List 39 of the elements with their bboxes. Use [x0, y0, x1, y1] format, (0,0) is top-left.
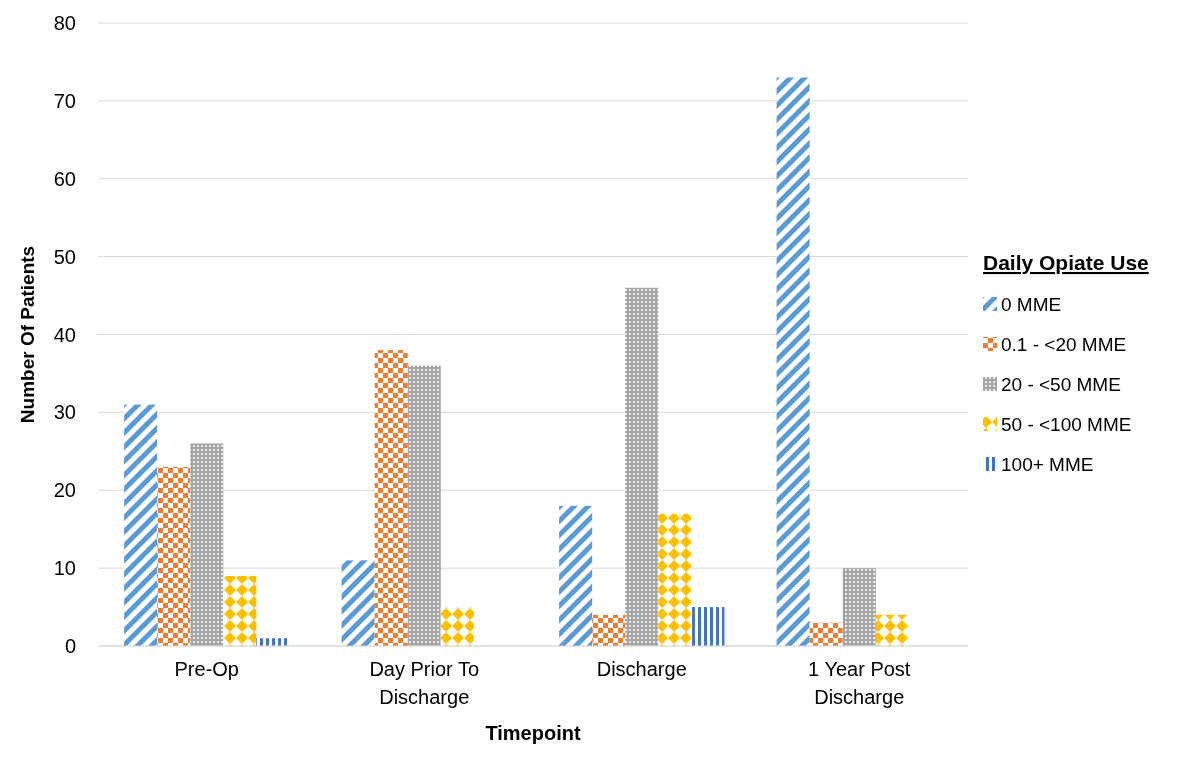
legend-title: Daily Opiate Use — [983, 251, 1149, 274]
x-tick-label: Day Prior To Discharge — [369, 658, 480, 708]
legend-label: 100+ MME — [1001, 453, 1094, 475]
y-tick-label: 0 — [64, 635, 76, 657]
legend-label: 50 - <100 MME — [1001, 413, 1132, 435]
y-tick-label: 30 — [53, 401, 76, 424]
bar — [374, 350, 408, 646]
x-tick-label: Pre-Op — [174, 658, 239, 680]
bar — [875, 614, 909, 646]
x-tick-label: 1 Year Post Discharge — [808, 658, 911, 708]
y-tick-label: 70 — [53, 89, 76, 112]
y-tick-label: 50 — [53, 245, 76, 268]
bar — [256, 638, 290, 646]
bar — [625, 287, 659, 646]
legend-label: 20 - <50 MME — [1001, 373, 1121, 395]
x-tick-label: Discharge — [596, 658, 687, 680]
y-tick-label: 10 — [53, 557, 76, 580]
bar — [776, 77, 810, 646]
y-tick-label: 60 — [53, 167, 76, 190]
x-axis-title: Timepoint — [485, 722, 581, 744]
bar — [440, 607, 474, 646]
bar — [223, 575, 257, 646]
legend-label: 0 MME — [1001, 293, 1062, 315]
y-tick-label: 40 — [53, 323, 76, 346]
bar — [559, 505, 593, 646]
y-axis-title: Number Of Patients — [17, 245, 38, 424]
bar — [407, 365, 441, 646]
bar — [691, 607, 725, 646]
bar — [124, 404, 158, 646]
bar — [190, 443, 224, 646]
bar — [658, 513, 692, 646]
legend-label: 0.1 - <20 MME — [1001, 333, 1127, 355]
bar — [341, 560, 375, 646]
bar — [809, 622, 843, 646]
y-tick-label: 20 — [53, 479, 76, 502]
y-tick-label: 80 — [53, 12, 76, 34]
bar — [157, 466, 191, 646]
bar — [592, 614, 626, 646]
bar — [842, 568, 876, 646]
